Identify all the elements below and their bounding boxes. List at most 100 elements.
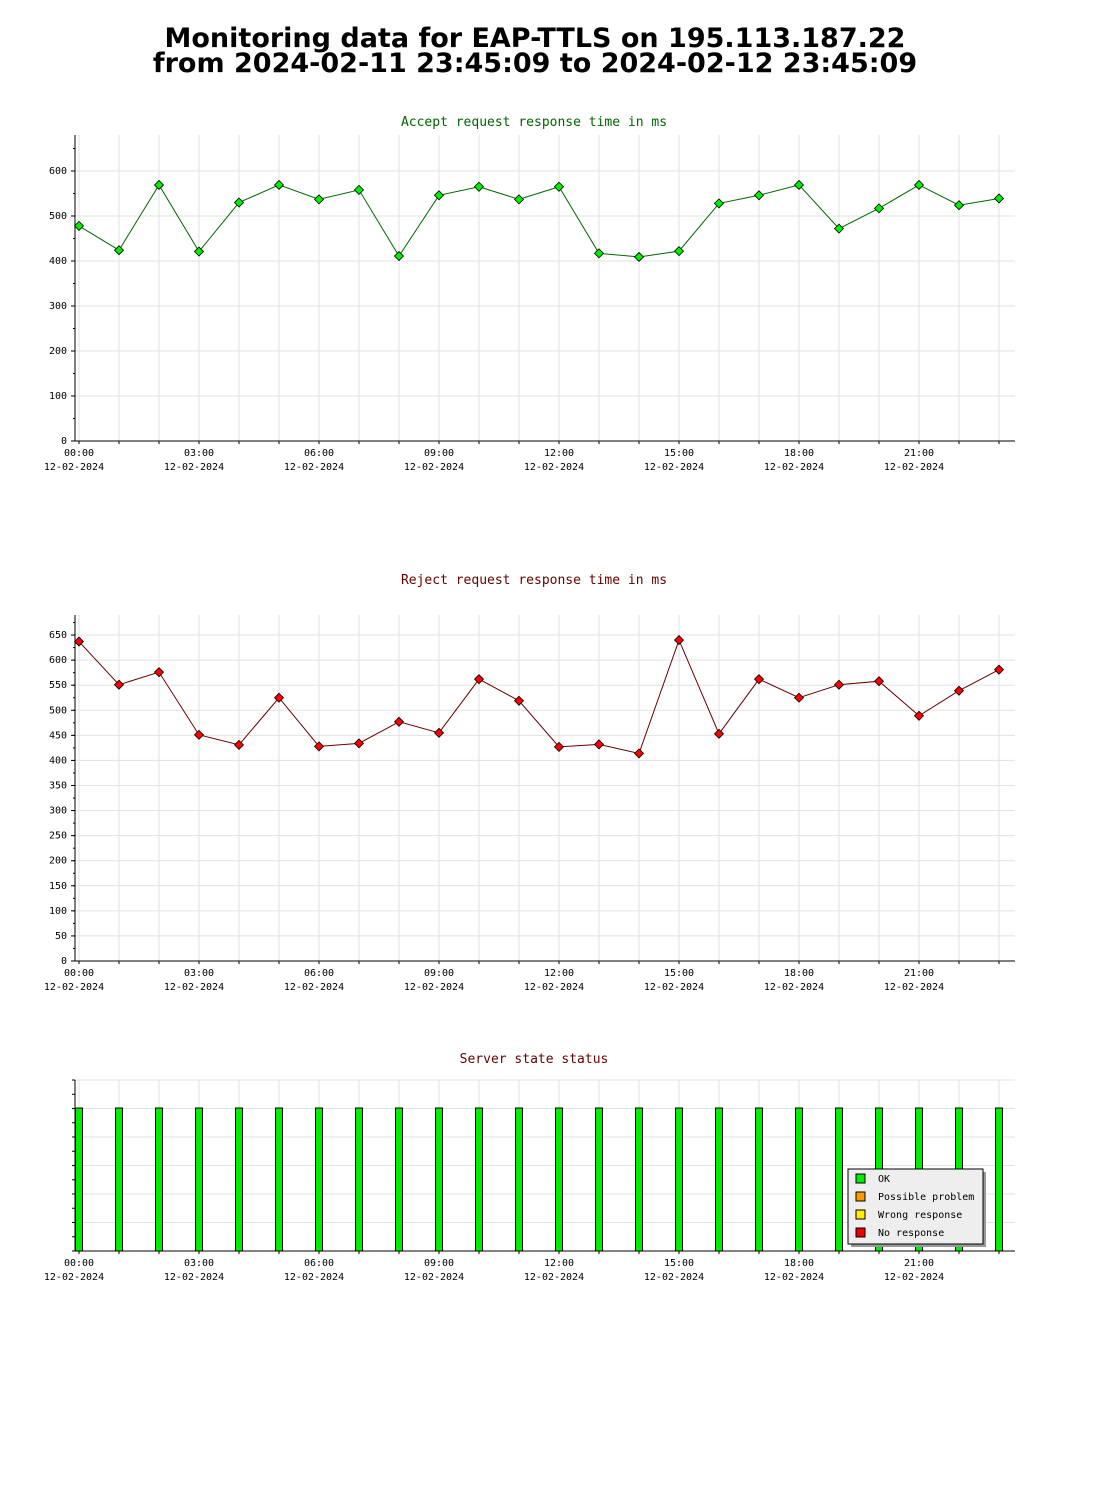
data-point — [473, 674, 485, 685]
y-tick-label: 0 — [61, 956, 67, 967]
data-point — [913, 179, 925, 191]
data-point — [433, 190, 445, 201]
series-line — [78, 183, 1000, 258]
legend-box — [847, 1168, 984, 1245]
data-point — [873, 676, 885, 687]
data-point — [393, 250, 405, 262]
x-tick-label-time: 09:00 — [424, 448, 454, 459]
data-point — [673, 246, 685, 257]
x-tick-label-date: 12-02-2024 — [44, 462, 104, 473]
status-bar — [155, 1107, 163, 1252]
data-point — [553, 181, 565, 192]
status-bar — [475, 1107, 483, 1252]
data-point — [793, 179, 805, 191]
x-tick-label-time: 03:00 — [184, 448, 214, 459]
chart-title: Server state status — [460, 1052, 609, 1067]
x-tick-label-time: 00:00 — [64, 968, 94, 979]
status-bar — [835, 1107, 843, 1252]
x-tick-label-date: 12-02-2024 — [524, 462, 584, 473]
legend-label: Wrong response — [878, 1210, 962, 1221]
legend-label: OK — [878, 1174, 890, 1185]
y-tick-label: 150 — [49, 881, 67, 892]
status-bar — [355, 1107, 363, 1252]
x-tick-label-date: 12-02-2024 — [284, 462, 344, 473]
data-point — [793, 692, 805, 703]
data-point — [273, 179, 285, 191]
x-tick-label-time: 09:00 — [424, 968, 454, 979]
x-tick-label-date: 12-02-2024 — [764, 982, 824, 993]
legend-label: No response — [878, 1228, 944, 1239]
x-tick-label-time: 12:00 — [544, 968, 574, 979]
status-bar — [515, 1107, 523, 1252]
data-point — [313, 741, 325, 752]
x-tick-label-date: 12-02-2024 — [764, 462, 824, 473]
x-tick-label-time: 03:00 — [184, 968, 214, 979]
data-point — [153, 179, 165, 191]
y-tick-label: 600 — [49, 655, 67, 666]
legend-swatch — [855, 1173, 866, 1184]
x-tick-label-time: 18:00 — [784, 968, 814, 979]
status-bar — [395, 1107, 403, 1252]
y-tick-label: 50 — [55, 931, 67, 942]
data-point — [593, 739, 605, 750]
legend-swatch — [855, 1209, 866, 1220]
status-bar — [235, 1107, 243, 1252]
x-tick-label-time: 00:00 — [64, 1258, 94, 1269]
status-bar — [115, 1107, 123, 1252]
y-tick-label: 650 — [49, 630, 67, 641]
y-tick-label: 500 — [49, 211, 67, 222]
x-tick-label-date: 12-02-2024 — [884, 1272, 944, 1283]
x-tick-label-time: 21:00 — [904, 968, 934, 979]
data-point — [633, 251, 645, 263]
data-point — [673, 635, 685, 646]
data-point — [273, 692, 285, 703]
x-tick-label-date: 12-02-2024 — [644, 982, 704, 993]
data-point — [73, 636, 85, 647]
chart-2: Reject request response time in ms 0 50 100… — [44, 573, 1015, 993]
status-bar — [595, 1107, 603, 1252]
x-tick-label-date: 12-02-2024 — [524, 1272, 584, 1283]
status-bar — [675, 1107, 683, 1252]
legend-label: Possible problem — [878, 1192, 974, 1203]
data-point — [193, 729, 205, 740]
data-point — [913, 710, 925, 721]
status-bar — [555, 1107, 563, 1252]
x-tick-label-date: 12-02-2024 — [644, 1272, 704, 1283]
x-tick-label-date: 12-02-2024 — [284, 982, 344, 993]
data-point — [153, 667, 165, 678]
data-point — [313, 194, 325, 205]
y-tick-label: 250 — [49, 831, 67, 842]
status-bar — [275, 1107, 283, 1252]
x-tick-label-time: 03:00 — [184, 1258, 214, 1269]
data-point — [513, 695, 525, 706]
y-tick-label: 450 — [49, 730, 67, 741]
x-tick-label-time: 15:00 — [664, 968, 694, 979]
x-tick-label-date: 12-02-2024 — [44, 982, 104, 993]
data-point — [353, 738, 365, 749]
y-tick-label: 600 — [49, 166, 67, 177]
data-point — [953, 685, 965, 696]
x-tick-label-time: 18:00 — [784, 1258, 814, 1269]
chart-title: Reject request response time in ms — [401, 573, 667, 588]
data-point — [753, 674, 765, 685]
x-tick-label-date: 12-02-2024 — [884, 982, 944, 993]
data-point — [953, 200, 965, 211]
y-tick-label: 350 — [49, 780, 67, 791]
x-tick-label-date: 12-02-2024 — [164, 1272, 224, 1283]
x-tick-label-date: 12-02-2024 — [404, 462, 464, 473]
data-point — [233, 739, 245, 750]
status-bar — [795, 1107, 803, 1252]
data-point — [393, 716, 405, 727]
y-tick-label: 550 — [49, 680, 67, 691]
data-point — [433, 727, 445, 738]
chart-1: Accept request response time in ms 0 100 20… — [44, 115, 1015, 473]
x-tick-label-time: 12:00 — [544, 448, 574, 459]
data-point — [713, 198, 725, 209]
data-point — [473, 181, 485, 192]
status-bar — [755, 1107, 763, 1252]
x-tick-label-time: 06:00 — [304, 1258, 334, 1269]
data-point — [113, 245, 125, 256]
status-bar — [995, 1107, 1003, 1252]
status-bar — [195, 1107, 203, 1252]
